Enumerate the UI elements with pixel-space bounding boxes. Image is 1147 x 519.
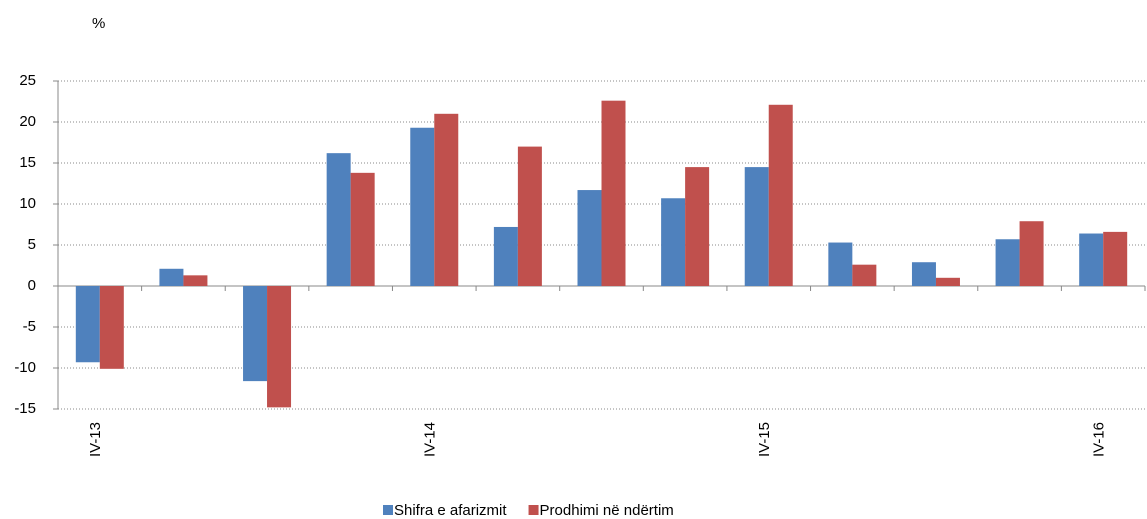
y-tick-label: 0 — [28, 277, 36, 294]
bar — [267, 286, 292, 408]
bar — [601, 100, 626, 287]
bar — [852, 264, 877, 286]
x-tick-label: IV-13 — [87, 422, 104, 457]
y-tick-label: 25 — [19, 72, 36, 89]
bar — [243, 286, 268, 382]
bar — [350, 172, 375, 286]
bar — [1019, 221, 1044, 286]
y-tick-label: -10 — [14, 359, 36, 376]
x-tick-label: IV-16 — [1090, 422, 1107, 457]
bar — [183, 275, 208, 286]
bar — [517, 146, 542, 286]
y-tick-label: 10 — [19, 195, 36, 212]
legend-label: Prodhimi në ndërtim — [540, 502, 674, 519]
x-tick-label: IV-14 — [421, 422, 438, 457]
bar — [410, 127, 435, 287]
bar — [995, 239, 1020, 286]
bar — [1079, 233, 1104, 286]
legend-swatch — [383, 505, 393, 515]
bar — [493, 226, 518, 286]
y-tick-label: -5 — [23, 318, 36, 335]
bar — [75, 286, 100, 363]
bar — [828, 242, 853, 286]
bar — [434, 113, 459, 286]
bar — [326, 153, 351, 286]
bar — [159, 268, 184, 286]
bar — [99, 286, 124, 369]
bar — [768, 104, 793, 286]
bar — [911, 262, 936, 286]
bar — [685, 167, 710, 286]
y-tick-label: 15 — [19, 154, 36, 171]
legend-swatch — [528, 505, 539, 515]
legend-label: Shifra e afarizmit — [394, 502, 507, 519]
y-tick-label: 20 — [19, 113, 36, 130]
bar — [661, 198, 686, 286]
x-tick-label: IV-15 — [756, 422, 773, 457]
bar — [935, 277, 960, 286]
unit-label: % — [92, 15, 105, 32]
bar — [1103, 231, 1128, 286]
bar — [577, 190, 602, 286]
bar — [744, 167, 769, 286]
y-tick-label: -15 — [14, 400, 36, 417]
y-tick-label: 5 — [28, 236, 36, 253]
